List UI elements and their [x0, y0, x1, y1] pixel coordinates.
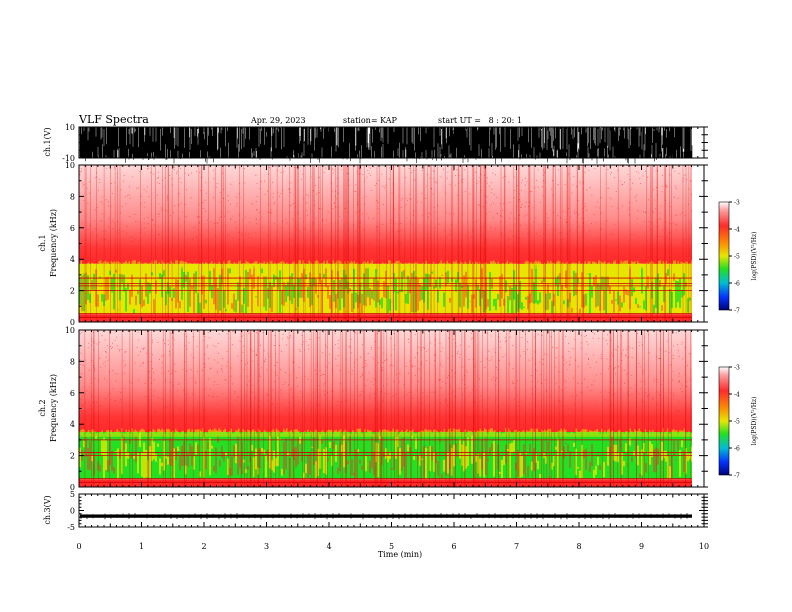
colorbar-1 [718, 201, 730, 311]
x-tick-label: 9 [639, 542, 644, 551]
spectrogram-sferics [84, 165, 692, 322]
x-ticks-panel-2 [78, 330, 705, 487]
x-tick-label: 4 [326, 542, 331, 551]
ch1-spectrogram-panel [79, 165, 704, 322]
colorbar-tick-label: -3 [734, 200, 740, 207]
station-label: station= KAP [343, 116, 398, 125]
x-tick-label: 8 [576, 542, 581, 551]
ch2-spectrogram-y-tick-label: 6 [70, 389, 75, 398]
ch3-waveform-y-tick-label: 5 [70, 490, 75, 499]
ch2-spectrogram-y-tick-label: 4 [70, 420, 75, 429]
ch3-waveform-y-tick-label: 0 [70, 507, 75, 516]
ch1-waveform-y-tick-label: -10 [62, 154, 75, 163]
x-ticks-panel-3 [78, 494, 705, 527]
ch1-waveform-y-ticks [79, 126, 708, 159]
ch1-waveform-y-tick-label: 10 [65, 123, 75, 132]
ch2-spectrogram-y-tick-label: 0 [70, 483, 75, 492]
colorbar-tick-label: -5 [734, 419, 740, 426]
no-data-strip [692, 330, 704, 487]
ch2-spectrogram-y-ticks [79, 329, 708, 488]
date-label: Apr. 29, 2023 [250, 116, 306, 125]
spectrogram-high-band [79, 165, 692, 264]
ch2-spectrogram-y-tick-label: 2 [70, 452, 75, 461]
ch3-waveform-ylabel: ch.3(V) [43, 495, 52, 524]
x-tick-label: 1 [139, 542, 144, 551]
ch2-spectrogram-y-tick-label: 10 [65, 326, 75, 335]
spectrogram-sferics [84, 330, 691, 487]
colorbar-label: log(PSD)(V²/Hz) [751, 397, 758, 446]
x-tick-label: 5 [389, 542, 394, 551]
ch1-spectrogram-ylabel-freq: Frequency (kHz) [49, 209, 58, 277]
ch1-spectrogram-y-ticks [79, 164, 708, 323]
colorbar-tick-label: -6 [734, 446, 740, 453]
spectrogram-mid-red-patches [81, 434, 685, 479]
ch1-spectrogram-y-tick-label: 2 [70, 287, 75, 296]
x-axis-label: Time (min) [378, 550, 422, 559]
ch2-spectrogram-ylabel-freq: Frequency (kHz) [49, 374, 58, 442]
ch3-waveform-panel [80, 513, 692, 520]
colorbar-tick-label: -7 [734, 473, 740, 480]
x-tick-label: 0 [76, 542, 81, 551]
spectrogram-mid-patches [79, 264, 691, 315]
start-ut-label: start UT = 8 : 20: 1 [438, 116, 522, 125]
ch2-spectrogram-ylabel-channel: ch.2 [38, 399, 47, 416]
spectrogram-band-edge [79, 260, 692, 269]
ch1-spectrogram-ylabel-channel: ch.1 [38, 234, 47, 251]
x-tick-label: 7 [514, 542, 519, 551]
ch3-waveform-y-tick-label: -5 [67, 523, 75, 532]
x-tick-label: 2 [201, 542, 206, 551]
x-tick-label: 3 [264, 542, 269, 551]
figure-title: VLF Spectra [78, 113, 149, 126]
x-tick-label: 10 [699, 542, 709, 551]
x-ticks-panel-0 [78, 127, 705, 158]
colorbar-label: log(PSD)(V²/Hz) [751, 232, 758, 281]
ch1-spectrogram-y-tick-label: 8 [70, 192, 75, 201]
x-tick-label: 6 [451, 542, 456, 551]
spectrogram-band-edge [79, 428, 692, 437]
ch1-spectrogram-y-tick-label: 4 [70, 255, 75, 264]
colorbar-tick-label: -4 [734, 227, 740, 234]
ch2-spectrogram-y-tick-label: 8 [70, 357, 75, 366]
spectrogram-low-band [79, 314, 692, 322]
ch1-spectrogram-y-tick-label: 10 [65, 161, 75, 170]
ch1-waveform-ylabel: ch.1(V) [43, 127, 52, 156]
colorbar-tick-label: -4 [734, 392, 740, 399]
spectrogram-low-band [79, 479, 692, 487]
ch3-waveform-y-ticks [79, 493, 708, 528]
ch3-waveform-spikes [80, 513, 688, 520]
colorbar-tick-label: -5 [734, 254, 740, 261]
ch3-waveform-trace [80, 514, 692, 518]
no-data-strip [692, 165, 704, 322]
colorbars: -3 -4 -5 -6 -7 log(PSD)(V²/Hz) -3 -4 -5 -6 -7 log(P… [718, 200, 758, 480]
spectrogram-high-band [79, 330, 692, 433]
colorbar-tick-label: -7 [734, 308, 740, 315]
ch1-spectrogram-y-tick-label: 0 [70, 318, 75, 327]
colorbar-2 [718, 366, 730, 476]
colorbar-tick-label: -6 [734, 281, 740, 288]
ch2-spectrogram-panel [79, 330, 704, 487]
colorbar-tick-label: -3 [734, 365, 740, 372]
ch1-spectrogram-y-tick-label: 6 [70, 224, 75, 233]
x-ticks-panel-1 [78, 165, 705, 322]
